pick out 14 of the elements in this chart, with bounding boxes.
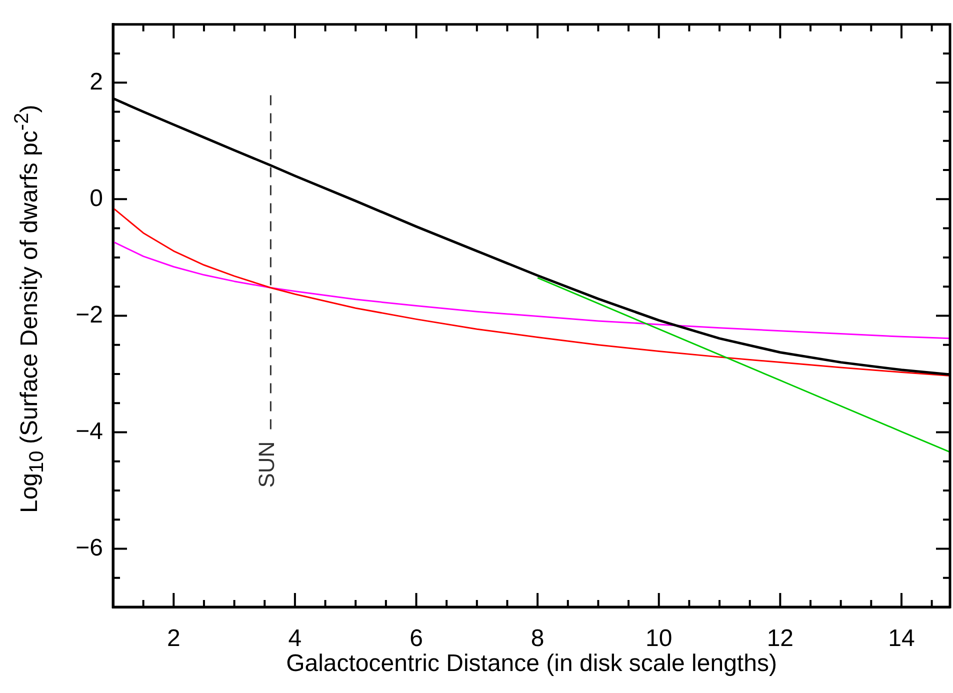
x-tick-label: 12 [766,625,794,652]
x-tick-label: 8 [530,625,544,652]
x-tick-label: 4 [288,625,302,652]
y-tick-label: −2 [76,301,103,328]
x-tick-label: 2 [166,625,180,652]
x-tick-label: 6 [410,625,423,652]
x-tick-label: 10 [646,625,672,652]
text: SUN [254,441,279,488]
y-tick-label: −6 [76,534,103,562]
x-tick-label: 14 [888,625,915,652]
y-tick-label: 0 [90,184,103,212]
y-tick-label: −4 [76,418,103,445]
x-axis-title: Galactocentric Distance (in disk scale lengths) [286,650,777,677]
y-tick-label: 2 [90,68,103,96]
